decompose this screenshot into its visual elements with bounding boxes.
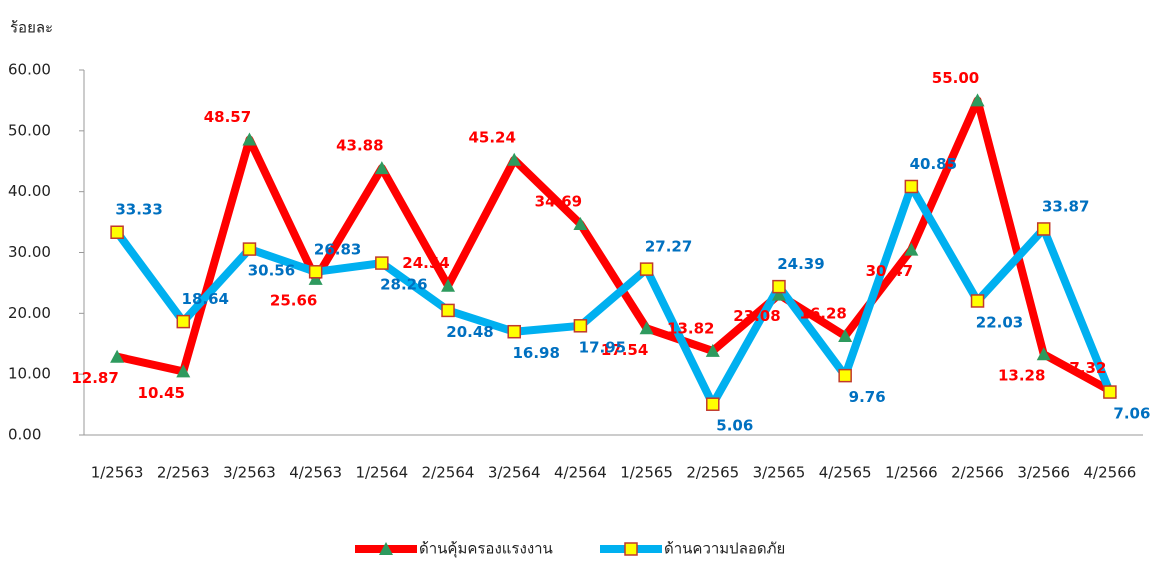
value-label: 16.28 bbox=[799, 304, 846, 322]
legend-marker bbox=[379, 542, 393, 555]
x-tick-label: 2/2563 bbox=[157, 464, 210, 482]
series-line bbox=[116, 96, 1112, 394]
x-tick-label: 1/2564 bbox=[355, 464, 408, 482]
value-label: 28.26 bbox=[380, 276, 427, 294]
x-tick-label: 2/2564 bbox=[422, 464, 475, 482]
marker bbox=[507, 152, 522, 166]
marker bbox=[573, 216, 588, 230]
value-label: 16.98 bbox=[512, 344, 559, 362]
y-tick-label: 60.00 bbox=[8, 61, 51, 79]
y-tick-label: 30.00 bbox=[8, 243, 51, 261]
value-label: 55.00 bbox=[932, 69, 979, 87]
marker bbox=[374, 161, 389, 175]
marker bbox=[771, 287, 786, 301]
value-label: 24.39 bbox=[777, 255, 824, 273]
y-tick-label: 20.00 bbox=[8, 304, 51, 322]
marker bbox=[507, 324, 521, 339]
value-label: 18.64 bbox=[182, 290, 229, 308]
x-tick-label: 1/2563 bbox=[91, 464, 144, 482]
marker bbox=[1103, 385, 1117, 399]
marker bbox=[110, 349, 125, 363]
x-tick-label: 3/2566 bbox=[1017, 464, 1070, 482]
value-label: 48.57 bbox=[204, 108, 251, 126]
value-label: 22.03 bbox=[976, 313, 1023, 331]
x-tick-label: 4/2565 bbox=[819, 464, 872, 482]
marker bbox=[838, 368, 852, 383]
value-label: 30.47 bbox=[866, 262, 913, 280]
value-label: 13.28 bbox=[998, 367, 1045, 385]
legend-label: ด้านความปลอดภัย bbox=[664, 540, 785, 558]
marker bbox=[441, 303, 455, 318]
value-label: 27.27 bbox=[645, 238, 692, 256]
marker bbox=[242, 242, 257, 256]
marker bbox=[970, 93, 985, 107]
value-label: 20.48 bbox=[446, 323, 493, 341]
marker bbox=[176, 364, 191, 378]
x-tick-label: 3/2563 bbox=[223, 464, 276, 482]
marker bbox=[176, 314, 191, 329]
marker bbox=[970, 294, 985, 308]
y-tick-label: 10.00 bbox=[8, 365, 51, 383]
value-label: 34.69 bbox=[535, 192, 582, 210]
x-tick-label: 2/2565 bbox=[686, 464, 739, 482]
x-tick-label: 3/2564 bbox=[488, 464, 541, 482]
value-label: 24.54 bbox=[402, 254, 449, 272]
marker bbox=[110, 225, 124, 239]
value-label: 17.95 bbox=[579, 338, 626, 356]
value-label: 12.87 bbox=[71, 369, 118, 387]
value-label: 40.85 bbox=[910, 155, 957, 173]
value-label: 45.24 bbox=[468, 128, 515, 146]
value-label: 25.66 bbox=[270, 291, 317, 309]
value-label: 33.87 bbox=[1042, 197, 1089, 215]
legend-marker bbox=[624, 542, 638, 556]
value-label: 7.32 bbox=[1069, 359, 1106, 377]
marker bbox=[838, 328, 853, 342]
x-tick-label: 4/2564 bbox=[554, 464, 607, 482]
x-tick-label: 4/2566 bbox=[1084, 464, 1137, 482]
x-tick-label: 1/2566 bbox=[885, 464, 938, 482]
value-label: 5.06 bbox=[716, 417, 753, 435]
y-axis-label: ร้อยละ bbox=[10, 19, 53, 37]
marker bbox=[639, 321, 654, 335]
marker bbox=[375, 256, 389, 270]
value-label: 10.45 bbox=[138, 384, 185, 402]
value-label: 26.83 bbox=[314, 240, 361, 258]
marker bbox=[639, 262, 654, 276]
value-label: 30.56 bbox=[248, 262, 295, 280]
marker bbox=[242, 132, 257, 146]
value-label: 43.88 bbox=[336, 137, 383, 155]
marker bbox=[441, 278, 456, 292]
marker bbox=[706, 397, 720, 411]
value-label: 23.08 bbox=[733, 307, 780, 325]
marker bbox=[1036, 222, 1051, 236]
marker bbox=[573, 319, 588, 333]
y-tick-label: 50.00 bbox=[8, 121, 51, 139]
x-tick-label: 3/2565 bbox=[753, 464, 806, 482]
marker bbox=[904, 242, 919, 256]
y-tick-label: 40.00 bbox=[8, 182, 51, 200]
marker bbox=[772, 279, 786, 294]
marker bbox=[308, 265, 323, 279]
x-tick-label: 2/2566 bbox=[951, 464, 1004, 482]
value-label: 13.82 bbox=[667, 319, 714, 337]
x-tick-label: 1/2565 bbox=[620, 464, 673, 482]
marker bbox=[705, 343, 720, 357]
value-label: 9.76 bbox=[849, 388, 886, 406]
value-label: 33.33 bbox=[115, 201, 162, 219]
marker bbox=[1036, 347, 1051, 361]
series-line bbox=[113, 182, 1114, 409]
x-tick-label: 4/2563 bbox=[289, 464, 342, 482]
value-label: 17.54 bbox=[601, 341, 648, 359]
marker bbox=[904, 179, 919, 194]
legend-label: ด้านคุ้มครองแรงงาน bbox=[419, 540, 553, 559]
y-tick-label: 0.00 bbox=[8, 426, 41, 444]
value-label: 7.06 bbox=[1113, 405, 1150, 423]
